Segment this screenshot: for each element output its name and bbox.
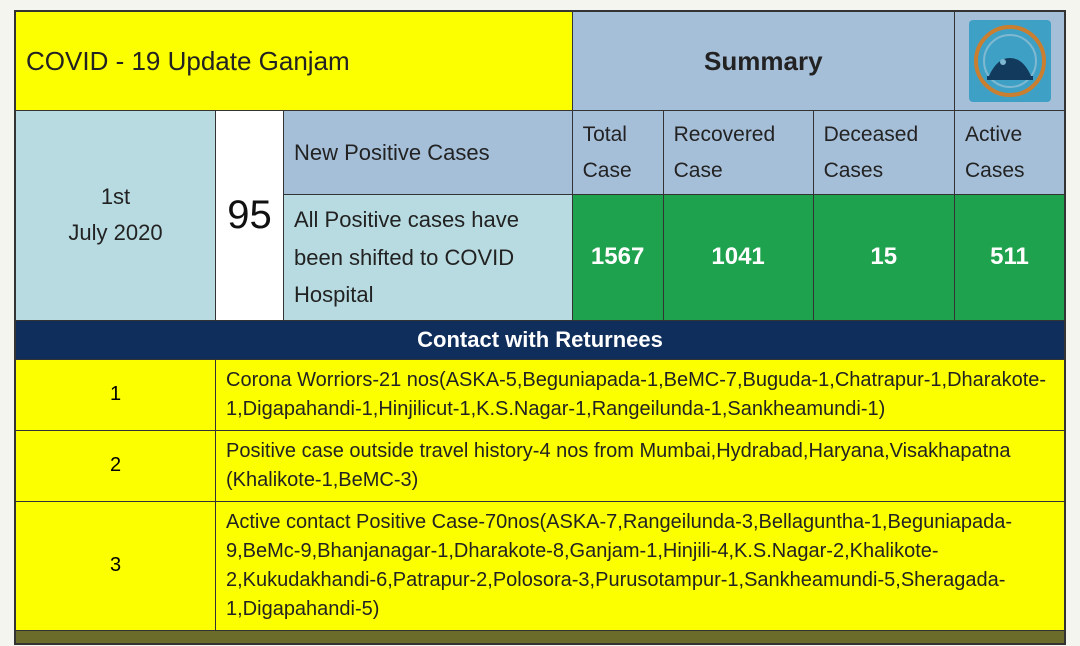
col-deceased-head: DeceasedCases: [813, 111, 954, 195]
new-positive-label: New Positive Cases: [284, 111, 573, 195]
col-active-head-text: ActiveCases: [965, 117, 1054, 188]
odisha-emblem-icon: [967, 18, 1053, 104]
recovered-value: 1041: [663, 195, 813, 320]
table-row: 2 Positive case outside travel history-4…: [16, 430, 1065, 501]
section-band: Contact with Returnees: [16, 320, 1065, 359]
page-title: COVID - 19 Update Ganjam: [16, 12, 573, 111]
report-container: COVID - 19 Update Ganjam Summary 1st Jul…: [14, 10, 1066, 645]
row-index: 3: [16, 501, 216, 630]
bottom-shadow: [16, 630, 1065, 643]
col-total-head-text: TotalCase: [583, 117, 653, 188]
date-cell: 1st July 2020: [16, 111, 216, 321]
date-line2: July 2020: [26, 220, 205, 246]
summary-label: Summary: [704, 46, 823, 76]
col-total-head: TotalCase: [572, 111, 663, 195]
title-text: COVID - 19 Update Ganjam: [26, 46, 350, 76]
row-text: Active contact Positive Case-70nos(ASKA-…: [216, 501, 1065, 630]
shift-note: All Positive cases have been shifted to …: [284, 195, 573, 320]
table-row: 1 Corona Worriors-21 nos(ASKA-5,Beguniap…: [16, 359, 1065, 430]
new-positive-count: 95: [216, 111, 284, 321]
main-table: COVID - 19 Update Ganjam Summary 1st Jul…: [15, 11, 1065, 644]
col-active-head: ActiveCases: [955, 111, 1065, 195]
row-text: Corona Worriors-21 nos(ASKA-5,Beguniapad…: [216, 359, 1065, 430]
deceased-value: 15: [813, 195, 954, 320]
row-index: 1: [16, 359, 216, 430]
logo-cell: [955, 12, 1065, 111]
row-index: 2: [16, 430, 216, 501]
summary-header: Summary: [572, 12, 954, 111]
total-value: 1567: [572, 195, 663, 320]
row-text: Positive case outside travel history-4 n…: [216, 430, 1065, 501]
table-row: 3 Active contact Positive Case-70nos(ASK…: [16, 501, 1065, 630]
col-recovered-head-text: RecoveredCase: [674, 117, 803, 188]
active-value: 511: [955, 195, 1065, 320]
col-recovered-head: RecoveredCase: [663, 111, 813, 195]
col-deceased-head-text: DeceasedCases: [824, 117, 944, 188]
date-line1: 1st: [26, 184, 205, 210]
